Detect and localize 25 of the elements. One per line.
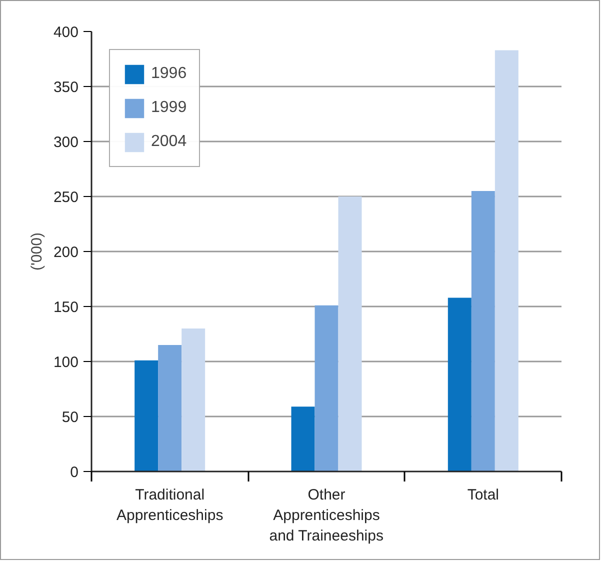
bar [158, 345, 182, 472]
legend-label: 2004 [151, 133, 187, 151]
x-tick-label: Traditional Apprenticeships [116, 486, 224, 524]
bar [471, 191, 495, 472]
y-tick-label: 50 [62, 409, 79, 426]
y-tick-label: 300 [53, 134, 79, 151]
x-tick-label: Other Apprenticeships and Traineeships [269, 486, 384, 544]
legend-label: 1999 [151, 99, 187, 117]
y-tick-label: 400 [53, 24, 79, 41]
x-tick-label: Total [467, 486, 500, 504]
bar [448, 298, 472, 472]
bar [291, 406, 315, 472]
bar [134, 360, 158, 472]
bar [494, 50, 518, 472]
y-axis-title: ('000) [28, 232, 46, 270]
legend-label: 1996 [151, 65, 187, 83]
y-tick-label: 100 [53, 354, 79, 371]
y-tick-label: 350 [53, 79, 79, 96]
y-tick-label: 250 [53, 189, 79, 206]
y-tick-label: 150 [53, 299, 79, 316]
bar [338, 196, 362, 472]
y-tick-label: 200 [53, 244, 79, 261]
bar [314, 305, 338, 472]
bar [182, 328, 206, 472]
y-tick-label: 0 [70, 464, 78, 481]
